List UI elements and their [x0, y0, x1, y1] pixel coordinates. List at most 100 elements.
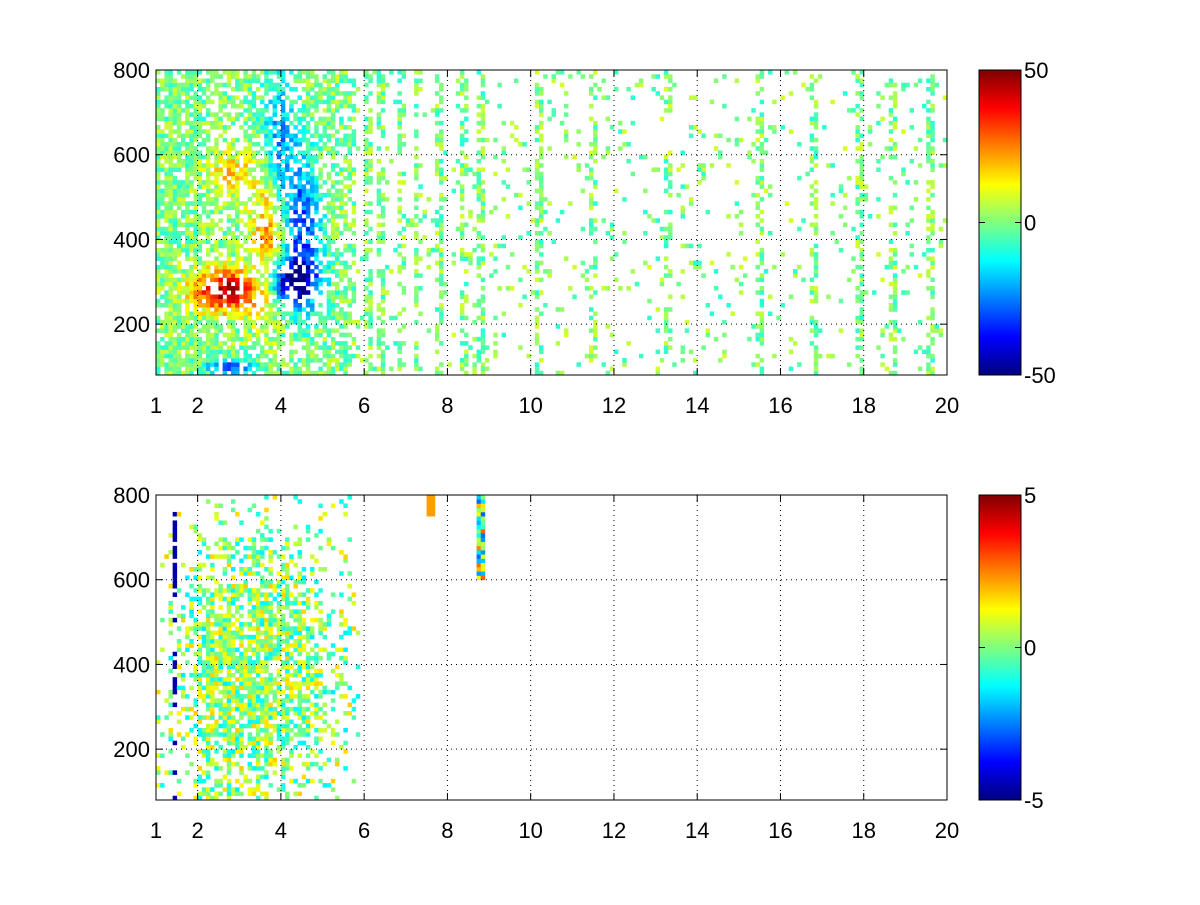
heatmap-cell — [460, 142, 464, 147]
heatmap-cell — [502, 197, 506, 202]
heatmap-cell — [260, 167, 264, 172]
heatmap-cell — [343, 286, 347, 291]
heatmap-cell — [206, 261, 210, 266]
heatmap-cell — [189, 341, 193, 346]
heatmap-cell — [306, 303, 310, 308]
heatmap-cell — [893, 324, 897, 329]
heatmap-cell — [864, 197, 868, 202]
heatmap-cell — [289, 273, 293, 278]
heatmap-cell — [414, 362, 418, 367]
heatmap-cell — [481, 341, 485, 346]
heatmap-cell — [331, 155, 335, 160]
heatmap-cell — [323, 129, 327, 134]
heatmap-cell — [268, 758, 272, 763]
heatmap-cell — [539, 218, 543, 223]
heatmap-cell — [231, 307, 235, 312]
heatmap-cell — [185, 150, 189, 155]
heatmap-cell — [377, 328, 381, 333]
heatmap-cell — [202, 770, 206, 775]
heatmap-cell — [256, 669, 260, 674]
heatmap-cell — [227, 732, 231, 737]
heatmap-cell — [481, 214, 485, 219]
heatmap-cell — [339, 324, 343, 329]
heatmap-cell — [397, 328, 401, 333]
heatmap-cell — [439, 307, 443, 312]
heatmap-cell — [410, 223, 414, 228]
heatmap-cell — [855, 180, 859, 185]
heatmap-cell — [368, 117, 372, 122]
heatmap-cell — [206, 681, 210, 686]
heatmap-cell — [181, 345, 185, 350]
heatmap-cell — [323, 231, 327, 236]
heatmap-cell — [264, 775, 268, 780]
heatmap-cell — [331, 295, 335, 300]
heatmap-cell — [635, 282, 639, 287]
heatmap-cell — [214, 362, 218, 367]
heatmap-cell — [564, 138, 568, 143]
heatmap-cell — [164, 201, 168, 206]
heatmap-cell — [223, 753, 227, 758]
heatmap-cell — [281, 159, 285, 164]
heatmap-cell — [168, 311, 172, 316]
heatmap-cell — [664, 74, 668, 79]
heatmap-cell — [481, 244, 485, 249]
heatmap-cell — [368, 78, 372, 83]
heatmap-cell — [335, 286, 339, 291]
heatmap-cell — [377, 239, 381, 244]
heatmap-cell — [206, 664, 210, 669]
heatmap-cell — [327, 206, 331, 211]
heatmap-cell — [173, 358, 177, 363]
heatmap-cell — [323, 214, 327, 219]
heatmap-cell — [343, 341, 347, 346]
heatmap-cell — [223, 83, 227, 88]
heatmap-cell — [364, 95, 368, 100]
heatmap-cell — [439, 252, 443, 257]
heatmap-cell — [273, 758, 277, 763]
heatmap-cell — [755, 74, 759, 79]
heatmap-cell — [318, 328, 322, 333]
heatmap-cell — [248, 295, 252, 300]
heatmap-cell — [381, 362, 385, 367]
heatmap-cell — [281, 286, 285, 291]
heatmap-cell — [397, 252, 401, 257]
heatmap-cell — [227, 320, 231, 325]
heatmap-cell — [260, 316, 264, 321]
heatmap-cell — [168, 74, 172, 79]
heatmap-cell — [210, 74, 214, 79]
heatmap-cell — [377, 341, 381, 346]
heatmap-cell — [252, 648, 256, 653]
heatmap-cell — [381, 239, 385, 244]
heatmap-cell — [252, 95, 256, 100]
heatmap-cell — [231, 749, 235, 754]
heatmap-cell — [901, 337, 905, 342]
heatmap-cell — [264, 537, 268, 542]
heatmap-cell — [173, 592, 177, 597]
heatmap-cell — [327, 189, 331, 194]
heatmap-cell — [681, 184, 685, 189]
heatmap-cell — [385, 345, 389, 350]
heatmap-cell — [481, 121, 485, 126]
heatmap-cell — [323, 278, 327, 283]
heatmap-cell — [435, 231, 439, 236]
heatmap-cell — [435, 91, 439, 96]
heatmap-cell — [173, 512, 177, 517]
heatmap-cell — [439, 223, 443, 228]
heatmap-cell — [664, 350, 668, 355]
heatmap-cell — [285, 146, 289, 151]
heatmap-cell — [264, 176, 268, 181]
heatmap-cell — [472, 303, 476, 308]
heatmap-cell — [664, 176, 668, 181]
heatmap-cell — [518, 193, 522, 198]
heatmap-cell — [168, 87, 172, 92]
heatmap-cell — [227, 597, 231, 602]
heatmap-cell — [206, 732, 210, 737]
heatmap-cell — [926, 345, 930, 350]
heatmap-cell — [202, 265, 206, 270]
heatmap-cell — [335, 193, 339, 198]
heatmap-cell — [339, 307, 343, 312]
heatmap-cell — [177, 70, 181, 75]
heatmap-cell — [348, 248, 352, 253]
heatmap-cell — [160, 146, 164, 151]
heatmap-cell — [243, 83, 247, 88]
heatmap-cell — [218, 239, 222, 244]
